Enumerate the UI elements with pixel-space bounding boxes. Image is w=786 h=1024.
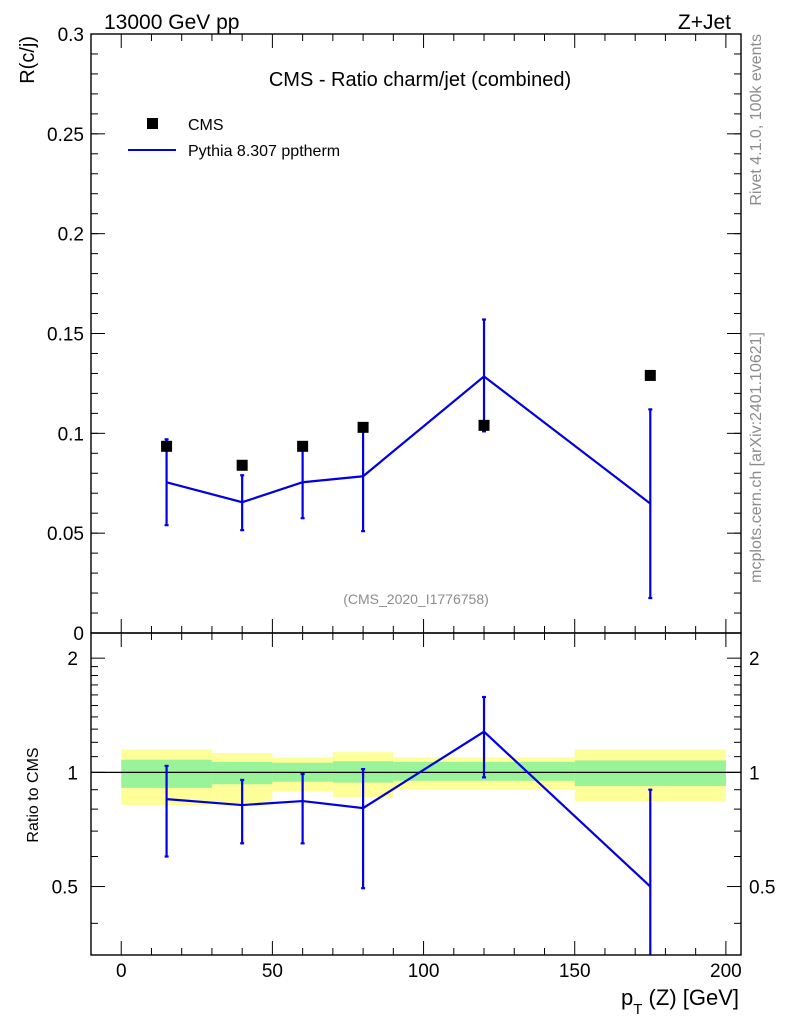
ratio-marks [91, 695, 741, 955]
x-tick-label: 200 [710, 961, 742, 982]
cms-data-point [297, 440, 309, 452]
legend-pythia-label: Pythia 8.307 pptherm [188, 143, 340, 160]
header-right: Z+Jet [678, 11, 731, 34]
main-panel: 0 0.05 0.1 0.15 0.2 0.25 0.3 CMS - Ratio charm… [17, 25, 742, 645]
main-marks [161, 318, 656, 600]
x-axis-label: pT (Z) [GeV] [621, 985, 739, 1018]
main-y-tick-label: 0.2 [58, 225, 84, 246]
ratio-y-tick-label: 0.5 [52, 878, 78, 899]
main-y-axis-label: R(c/j) [17, 36, 39, 84]
rivet-info-text: Rivet 4.1.0, 100k events [748, 34, 765, 206]
main-title: CMS - Ratio charm/jet (combined) [269, 69, 571, 91]
legend: CMS Pythia 8.307 pptherm [128, 117, 340, 160]
main-axis-ticks: 0 0.05 0.1 0.15 0.2 0.25 0.3 [47, 25, 741, 645]
ratio-y-tick-label-right: 2 [749, 649, 760, 670]
ratio-y-tick-label: 1 [67, 763, 78, 784]
ratio-band-inner [574, 760, 726, 787]
main-y-tick-label: 0.25 [47, 125, 84, 146]
ratio-y-tick-label-right: 0.5 [749, 878, 775, 899]
main-y-tick-label: 0.3 [58, 25, 84, 46]
ratio-panel: 0.5 0.5 1 1 2 2 0 50 100 150 200 Ratio to CMS pT (… [25, 632, 775, 1018]
cms-data-point [644, 369, 656, 381]
main-y-tick-label: 0.05 [47, 524, 84, 545]
cms-data-point [357, 421, 369, 433]
ratio-y-tick-label: 2 [67, 649, 78, 670]
ratio-y-axis-label: Ratio to CMS [25, 747, 42, 842]
ratio-plot-frame [90, 632, 742, 956]
x-tick-label: 100 [408, 961, 440, 982]
cms-data-point [161, 440, 173, 452]
main-y-tick-label: 0.15 [47, 325, 84, 346]
legend-cms-label: CMS [188, 117, 224, 134]
analysis-label: (CMS_2020_I1776758) [343, 591, 489, 607]
main-y-tick-label: 0.1 [58, 424, 84, 445]
header-left: 13000 GeV pp [104, 11, 239, 34]
main-y-tick-label: 0 [73, 624, 84, 645]
ratio-pythia-line [166, 730, 652, 888]
x-tick-label: 150 [559, 961, 591, 982]
ratio-axis-ticks: 0.5 0.5 1 1 2 2 0 50 100 150 200 [52, 633, 775, 982]
cms-data-point [478, 419, 490, 431]
legend-cms-marker [147, 118, 158, 129]
mcplots-source-text: mcplots.cern.ch [arXiv:2401.10621] [748, 332, 765, 583]
cms-data-point [236, 459, 248, 471]
x-tick-label: 0 [116, 961, 127, 982]
x-tick-label: 50 [262, 961, 283, 982]
ratio-y-tick-label-right: 1 [749, 763, 760, 784]
ratio-band-inner [211, 761, 273, 785]
pythia-line [166, 375, 651, 505]
